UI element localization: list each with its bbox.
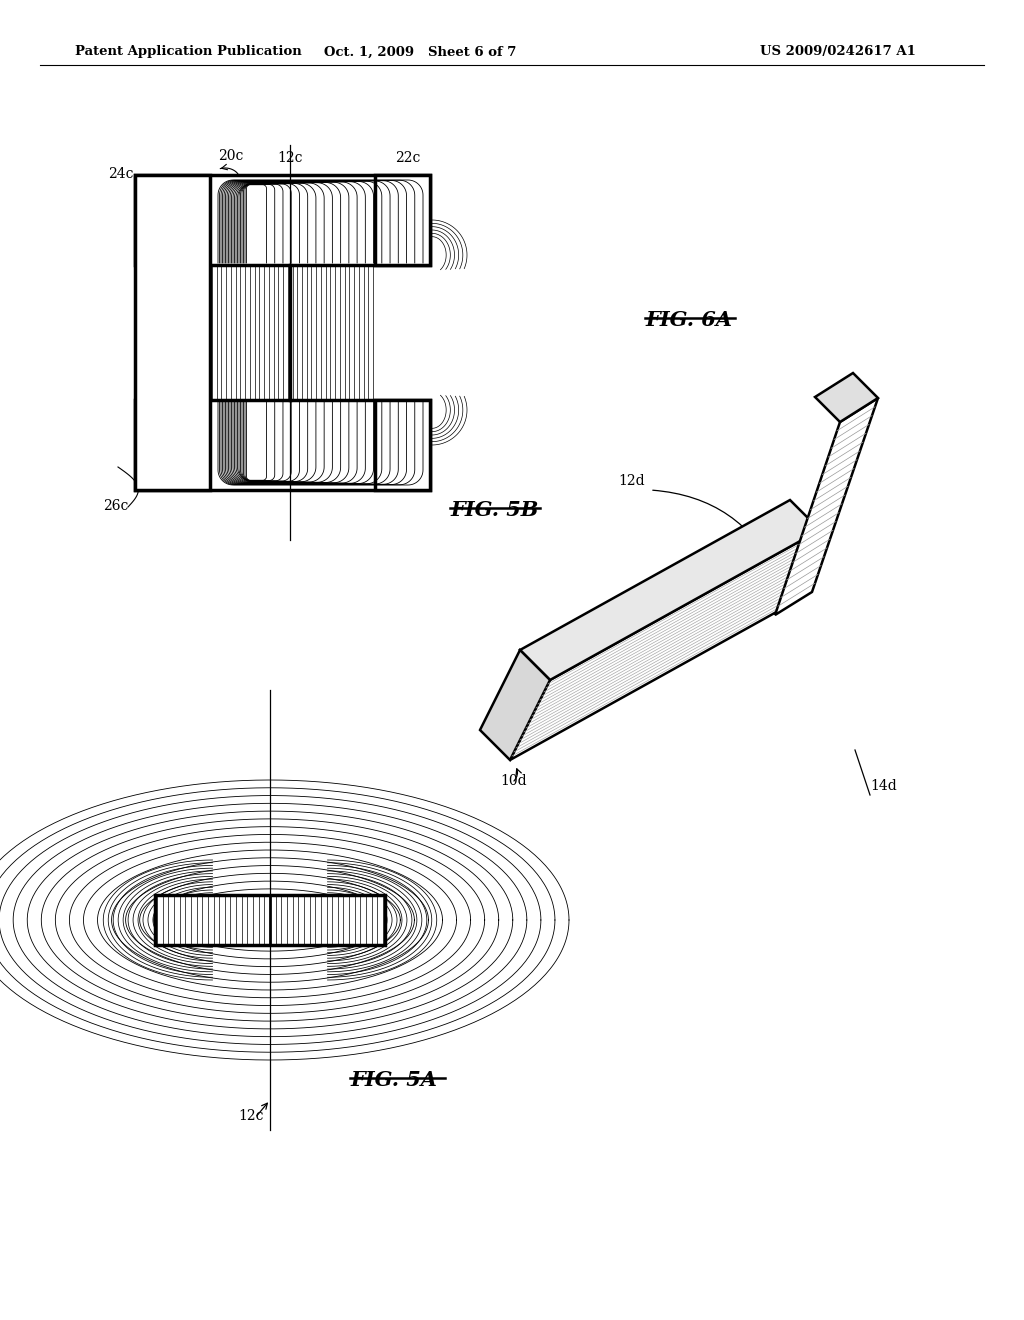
Bar: [135, 176, 210, 490]
Bar: [375, 176, 430, 265]
Text: 10d: 10d: [500, 774, 526, 788]
Text: 20c: 20c: [218, 149, 244, 162]
Text: 22c: 22c: [395, 150, 421, 165]
Text: 24c: 24c: [108, 168, 133, 181]
Text: FIG. 5B: FIG. 5B: [450, 500, 539, 520]
Polygon shape: [520, 500, 820, 680]
Text: 12c: 12c: [278, 150, 302, 165]
Bar: [135, 176, 430, 265]
Text: 12c: 12c: [238, 1109, 263, 1123]
Bar: [135, 400, 430, 490]
Text: FIG. 5A: FIG. 5A: [350, 1071, 437, 1090]
Bar: [155, 895, 385, 945]
Polygon shape: [775, 399, 878, 615]
Text: FIG. 6A: FIG. 6A: [645, 310, 732, 330]
Polygon shape: [815, 374, 878, 422]
Text: US 2009/0242617 A1: US 2009/0242617 A1: [760, 45, 915, 58]
Bar: [375, 400, 430, 490]
Text: 14d: 14d: [870, 779, 897, 793]
Text: Patent Application Publication: Patent Application Publication: [75, 45, 302, 58]
Polygon shape: [480, 649, 550, 760]
Text: Oct. 1, 2009   Sheet 6 of 7: Oct. 1, 2009 Sheet 6 of 7: [324, 45, 516, 58]
Text: 26c: 26c: [103, 499, 128, 513]
Polygon shape: [510, 531, 820, 760]
Text: 12d: 12d: [618, 474, 645, 488]
